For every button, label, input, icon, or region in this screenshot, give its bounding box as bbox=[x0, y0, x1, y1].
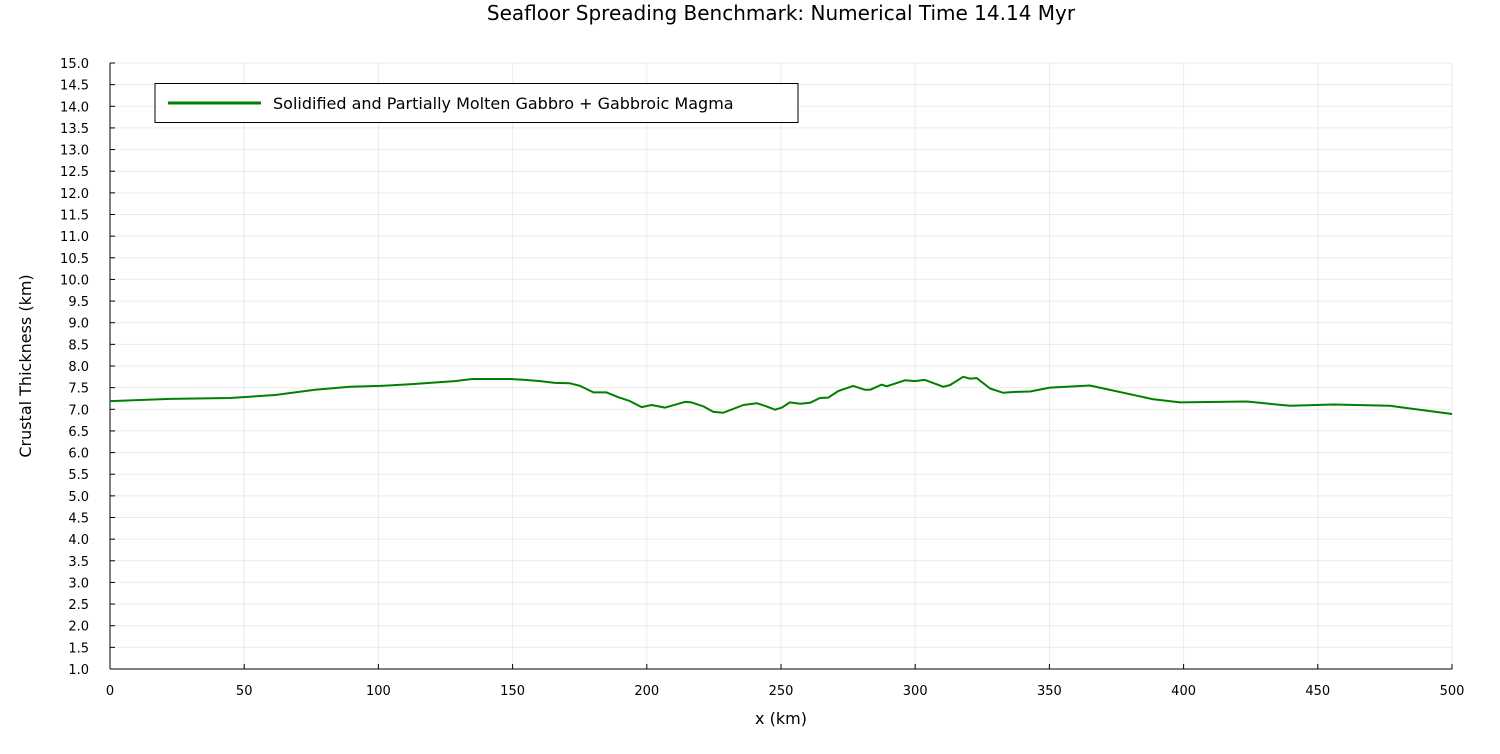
y-tick-label: 4.5 bbox=[68, 512, 89, 527]
y-tick-label: 9.5 bbox=[68, 295, 89, 310]
chart-title: Seafloor Spreading Benchmark: Numerical … bbox=[487, 1, 1076, 25]
x-tick-label: 50 bbox=[236, 684, 253, 699]
series-line bbox=[109, 375, 1453, 415]
x-tick-label: 150 bbox=[500, 684, 525, 699]
y-tick-label: 2.0 bbox=[68, 620, 89, 635]
y-tick-label: 3.5 bbox=[68, 555, 89, 570]
legend-label: Solidified and Partially Molten Gabbro +… bbox=[273, 94, 734, 113]
x-tick-label: 400 bbox=[1171, 684, 1196, 699]
y-tick-label: 6.5 bbox=[68, 425, 89, 440]
y-tick-label: 15.0 bbox=[60, 57, 89, 72]
y-tick-label: 11.5 bbox=[60, 209, 89, 224]
y-tick-label: 1.5 bbox=[68, 641, 89, 656]
y-tick-label: 4.0 bbox=[68, 533, 89, 548]
y-tick-label: 14.0 bbox=[60, 100, 89, 115]
x-tick-label: 200 bbox=[634, 684, 659, 699]
x-tick-label: 350 bbox=[1037, 684, 1062, 699]
y-tick-label: 2.5 bbox=[68, 598, 89, 613]
y-tick-label: 12.5 bbox=[60, 165, 89, 180]
y-tick-label: 5.5 bbox=[68, 468, 89, 483]
x-tick-label: 450 bbox=[1305, 684, 1330, 699]
x-tick-label: 300 bbox=[903, 684, 928, 699]
y-tick-label: 7.0 bbox=[68, 403, 89, 418]
y-tick-label: 8.0 bbox=[68, 360, 89, 375]
y-tick-label: 5.0 bbox=[68, 490, 89, 505]
y-tick-label: 10.0 bbox=[60, 273, 89, 288]
y-tick-label: 7.5 bbox=[68, 382, 89, 397]
y-tick-label: 10.5 bbox=[60, 252, 89, 267]
grid bbox=[109, 62, 1453, 670]
y-tick-label: 14.5 bbox=[60, 79, 89, 94]
y-tick-label: 8.5 bbox=[68, 338, 89, 353]
x-axis-label: x (km) bbox=[755, 709, 807, 728]
y-tick-label: 12.0 bbox=[60, 187, 89, 202]
axes: 0 50 100 150 200 250 300 350 400 450 500 1.0 1.5 2.0 2… bbox=[60, 57, 1464, 699]
x-tick-label: 0 bbox=[106, 684, 114, 699]
y-tick-label: 6.0 bbox=[68, 447, 89, 462]
y-tick-label: 11.0 bbox=[60, 230, 89, 245]
legend-box bbox=[154, 83, 799, 123]
y-tick-label: 1.0 bbox=[68, 663, 89, 678]
series-layer bbox=[109, 375, 1453, 415]
y-tick-label: 3.0 bbox=[68, 576, 89, 591]
legend: Solidified and Partially Molten Gabbro +… bbox=[154, 83, 799, 123]
y-tick-label: 13.5 bbox=[60, 122, 89, 137]
y-axis-label: Crustal Thickness (km) bbox=[16, 274, 35, 457]
x-tick-label: 100 bbox=[366, 684, 391, 699]
y-tick-label: 13.0 bbox=[60, 144, 89, 159]
y-tick-label: 9.0 bbox=[68, 317, 89, 332]
x-tick-label: 250 bbox=[769, 684, 794, 699]
x-tick-label: 500 bbox=[1440, 684, 1465, 699]
